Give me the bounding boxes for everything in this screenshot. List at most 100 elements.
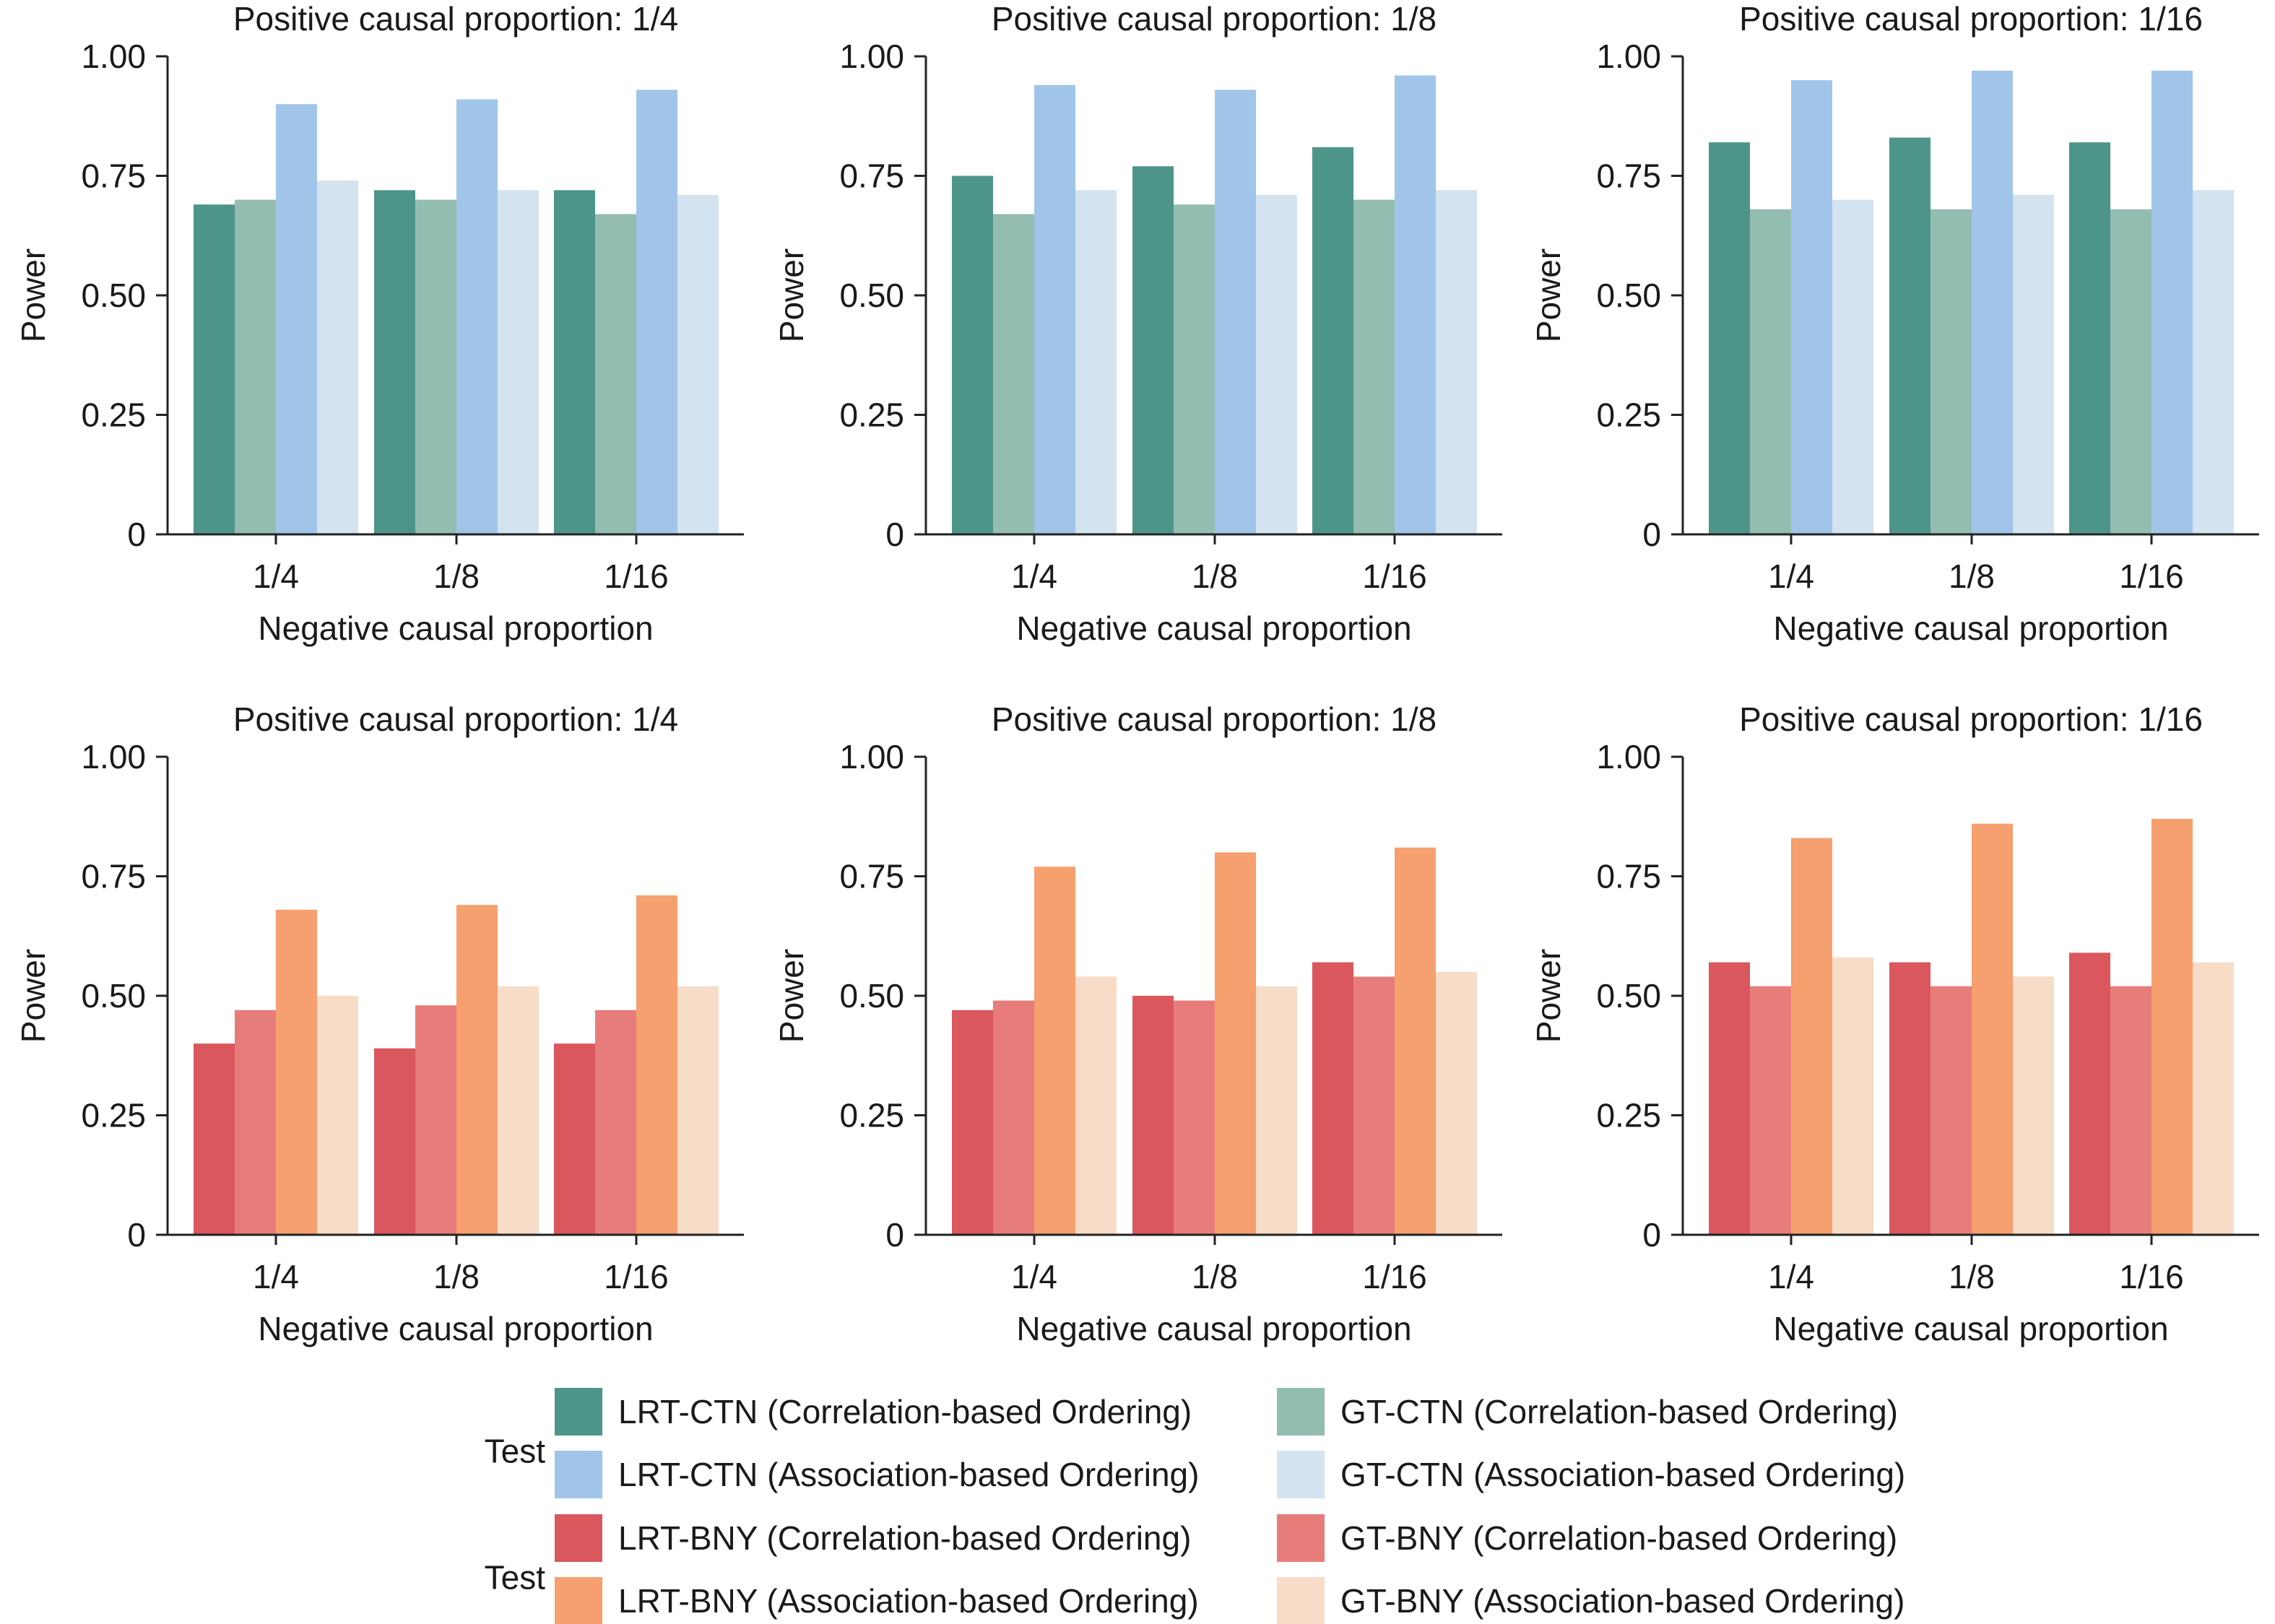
- bar: [456, 99, 498, 534]
- bar: [456, 905, 498, 1235]
- bar: [498, 986, 539, 1235]
- x-tick-label: 1/8: [1192, 1258, 1238, 1295]
- bar: [1395, 847, 1436, 1235]
- bar: [636, 895, 677, 1235]
- bar: [2013, 194, 2054, 534]
- x-tick-label: 1/16: [2119, 1258, 2184, 1295]
- y-tick-label: 0.50: [1596, 977, 1661, 1015]
- y-tick-label: 0.25: [81, 396, 146, 434]
- legend-swatch: [555, 1514, 602, 1562]
- bar: [2193, 190, 2234, 534]
- chart-panel-5: Positive causal proportion: 1/8 0 0.25 0.50…: [773, 700, 1502, 1347]
- legend-group-title: Test: [485, 1433, 546, 1470]
- x-tick-label: 1/16: [604, 557, 669, 595]
- bar: [677, 986, 719, 1235]
- y-tick-label: 0.25: [1596, 1097, 1661, 1134]
- y-tick-label: 0.75: [839, 157, 904, 195]
- bar: [1034, 867, 1075, 1235]
- bar: [276, 104, 317, 534]
- bar: [1034, 84, 1075, 535]
- bar: [636, 90, 677, 535]
- panel-title: Positive causal proportion: 1/8: [992, 700, 1436, 738]
- bar: [1174, 204, 1215, 534]
- x-tick-label: 1/4: [1768, 557, 1814, 595]
- x-tick-label: 1/8: [433, 1258, 480, 1295]
- x-tick-label: 1/4: [1011, 1258, 1057, 1295]
- bar: [1889, 137, 1930, 535]
- bar: [2152, 70, 2193, 535]
- y-tick-label: 0.50: [1596, 277, 1661, 314]
- bar: [1215, 852, 1256, 1235]
- y-axis-label: Power: [773, 248, 810, 342]
- y-axis-label: Power: [773, 949, 810, 1043]
- bar: [952, 1009, 993, 1235]
- legend-group-title: Test: [485, 1559, 546, 1597]
- bar: [317, 996, 358, 1235]
- bar: [317, 181, 358, 534]
- y-tick-label: 0.75: [81, 858, 146, 895]
- y-tick-label: 0.75: [1596, 858, 1661, 895]
- bar: [1312, 962, 1353, 1235]
- legend-entry-label: LRT-CTN (Association-based Ordering): [618, 1456, 1199, 1493]
- bar: [235, 1009, 276, 1235]
- x-tick-label: 1/4: [253, 1258, 299, 1295]
- bar: [194, 204, 235, 534]
- bar: [1709, 142, 1750, 534]
- bar: [1709, 962, 1750, 1235]
- y-tick-label: 0.25: [839, 396, 904, 434]
- legend-swatch: [555, 1388, 602, 1436]
- bar: [1750, 986, 1791, 1235]
- x-tick-label: 1/8: [1192, 557, 1238, 595]
- x-axis-label: Negative causal proportion: [1773, 1310, 2168, 1347]
- panel-title: Positive causal proportion: 1/4: [233, 700, 678, 738]
- legend-swatch: [555, 1577, 602, 1624]
- y-tick-label: 0: [885, 1216, 904, 1254]
- bar: [2110, 986, 2152, 1235]
- chart-panel-6: Positive causal proportion: 1/16 0 0.25 0.5…: [1530, 700, 2259, 1347]
- panel-title: Positive causal proportion: 1/8: [992, 0, 1436, 38]
- bar: [1436, 190, 1477, 534]
- x-axis-label: Negative causal proportion: [258, 1310, 653, 1347]
- chart-panel-3: Positive causal proportion: 1/16 0 0.25 0.5…: [1530, 0, 2259, 647]
- y-tick-label: 1.00: [1596, 738, 1661, 776]
- bar: [1972, 70, 2013, 535]
- legend-swatch: [1277, 1451, 1325, 1498]
- y-axis-label: Power: [14, 248, 52, 342]
- bar: [1215, 90, 1256, 535]
- bar: [2110, 209, 2152, 534]
- y-tick-label: 1.00: [81, 738, 146, 776]
- bar: [1791, 838, 1832, 1235]
- bar: [1312, 147, 1353, 534]
- chart-panel-1: Positive causal proportion: 1/4 0 0.25 0.50…: [14, 0, 744, 647]
- y-tick-label: 1.00: [839, 38, 904, 75]
- bar: [554, 190, 595, 534]
- y-tick-label: 1.00: [839, 738, 904, 776]
- y-axis-label: Power: [1530, 248, 1567, 342]
- x-axis-label: Negative causal proportion: [1016, 1310, 1411, 1347]
- bar: [2193, 962, 2234, 1235]
- y-axis-label: Power: [1530, 949, 1567, 1043]
- bar: [415, 199, 456, 534]
- y-tick-label: 0: [885, 516, 904, 553]
- y-tick-label: 1.00: [1596, 38, 1661, 75]
- bar: [1930, 209, 1972, 534]
- bar: [1395, 75, 1436, 535]
- panel-title: Positive causal proportion: 1/16: [1739, 0, 2203, 38]
- y-tick-label: 0: [127, 1216, 146, 1254]
- x-tick-label: 1/8: [433, 557, 480, 595]
- y-tick-label: 0: [127, 516, 146, 553]
- y-tick-label: 0.25: [1596, 396, 1661, 434]
- bar: [1174, 1000, 1215, 1235]
- x-tick-label: 1/4: [1768, 1258, 1814, 1295]
- bar: [276, 909, 317, 1235]
- x-tick-label: 1/16: [604, 1258, 669, 1295]
- x-axis-label: Negative causal proportion: [1773, 609, 2168, 647]
- bar: [194, 1043, 235, 1235]
- x-tick-label: 1/16: [1362, 557, 1427, 595]
- bar: [1256, 194, 1297, 534]
- y-tick-label: 0.75: [81, 157, 146, 195]
- bar: [374, 190, 415, 534]
- bar: [1832, 199, 1873, 534]
- bar: [1353, 976, 1395, 1235]
- bar: [595, 1009, 636, 1235]
